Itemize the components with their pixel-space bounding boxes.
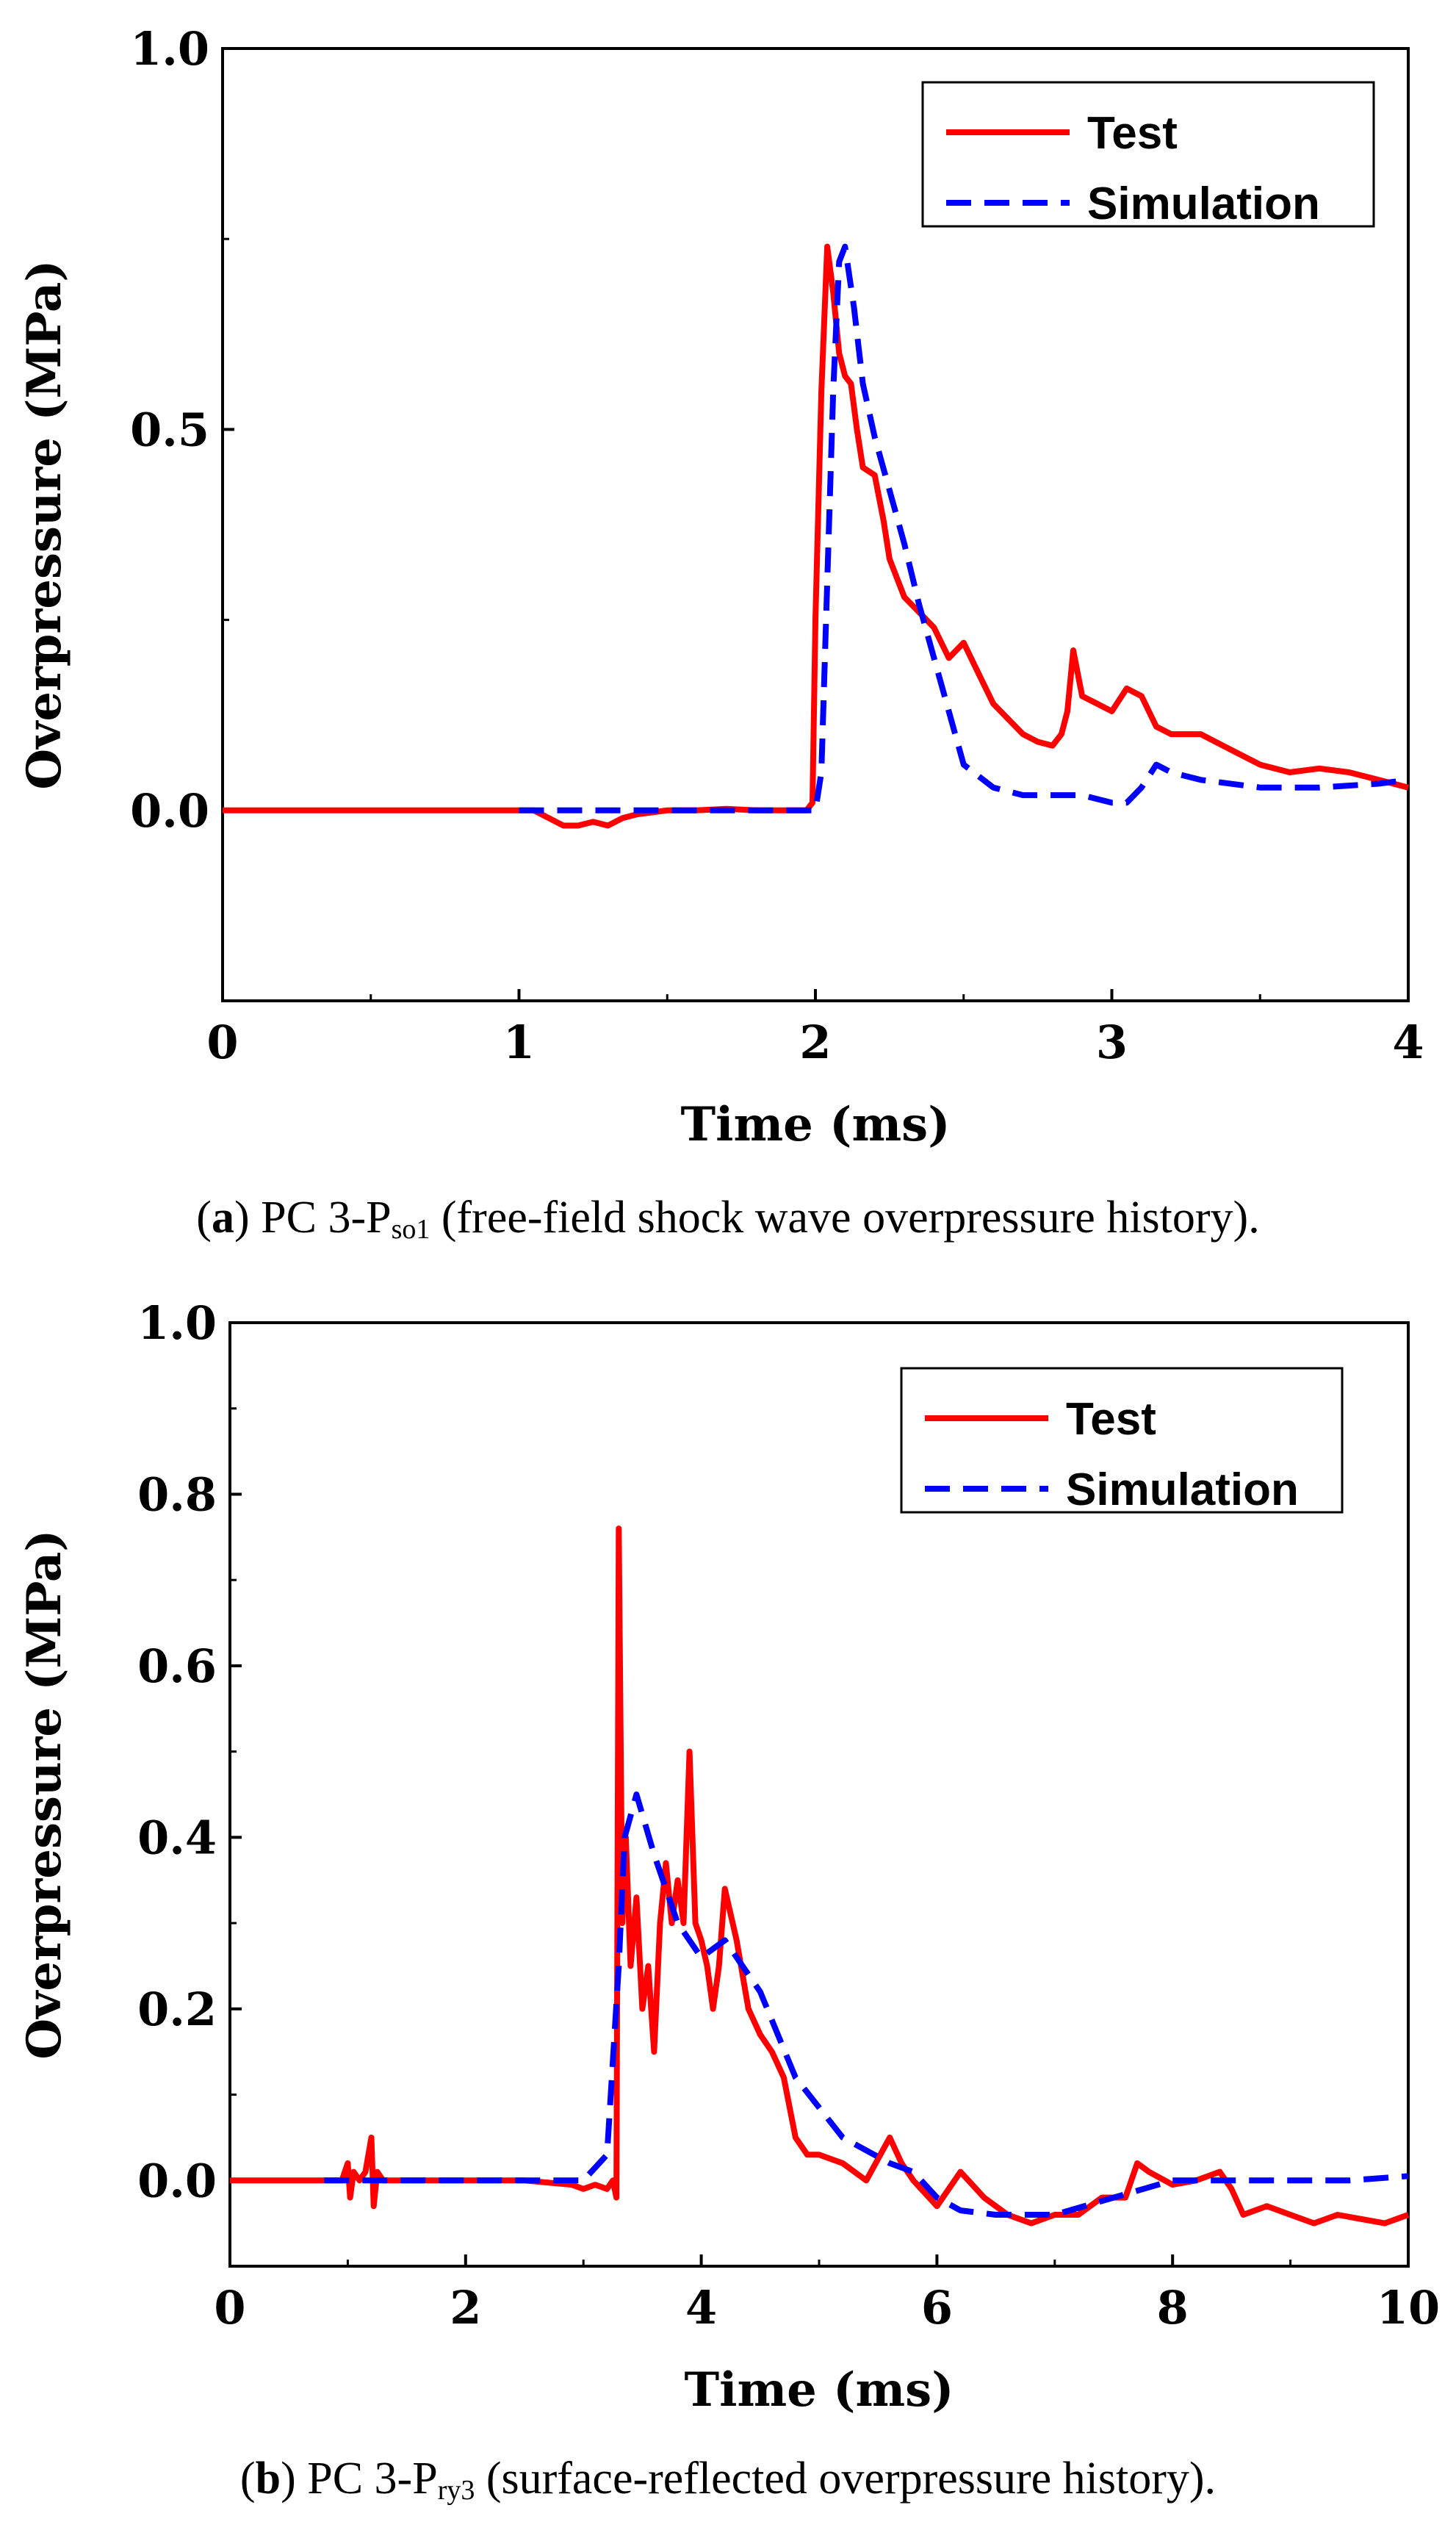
x-tick-label: 1 (503, 1016, 535, 1069)
chart-a-svg: 0 1 2 3 4 0.0 0.5 1.0 Time (ms) Overpressure (MPa… (17, 22, 1424, 1152)
legend-label-test: Test (1066, 1394, 1156, 1445)
x-tick-label: 8 (1157, 2281, 1189, 2335)
x-tick-label: 4 (685, 2281, 717, 2335)
series-line-test (223, 243, 1409, 829)
caption-a-prefix: PC 3-P (261, 1193, 392, 1243)
y-tick-label: 0.8 (137, 1467, 217, 1521)
x-tick-label: 3 (1096, 1016, 1128, 1069)
y-tick-label: 0.5 (130, 403, 209, 456)
series-line-test (230, 1525, 1410, 2227)
caption-b-suffix: (surface-reflected overpressure history)… (475, 2454, 1217, 2504)
caption-b-subscript: ry3 (437, 2475, 475, 2506)
x-tick-label: 6 (921, 2281, 953, 2335)
caption-a-suffix: (free-field shock wave overpressure hist… (430, 1193, 1260, 1243)
caption-b-letter: b (255, 2454, 281, 2504)
y-axis-title: Overpressure (MPa) (17, 259, 72, 789)
y-tick-label: 1.0 (130, 22, 209, 76)
x-tick-label: 0 (206, 1016, 238, 1069)
chart-panel-b: 0 2 4 6 8 10 0.0 0.2 0.4 0.6 0.8 1.0 Time (ms) Overpr… (0, 1264, 1456, 2530)
y-tick-label: 1.0 (137, 1296, 217, 1350)
caption-a: (a) PC 3-Pso1 (free-field shock wave ove… (196, 1193, 1260, 1245)
y-axis-title: Overpressure (MPa) (17, 1529, 72, 2059)
x-axis-title: Time (ms) (685, 2362, 954, 2418)
legend-label-simulation: Simulation (1087, 179, 1320, 229)
series-line-simulation (519, 243, 1409, 813)
chart-b-svg: 0 2 4 6 8 10 0.0 0.2 0.4 0.6 0.8 1.0 Time (ms) Overpr… (17, 1296, 1440, 2418)
y-tick-label: 0.6 (137, 1639, 217, 1693)
y-tick-label: 0.0 (130, 784, 209, 838)
x-tick-label: 0 (214, 2281, 245, 2335)
x-axis-title: Time (ms) (681, 1097, 951, 1152)
caption-a-subscript: so1 (391, 1214, 430, 1245)
chart-panel-a: 0 1 2 3 4 0.0 0.5 1.0 Time (ms) Overpressure (MPa… (0, 0, 1456, 1264)
x-tick-label: 2 (450, 2281, 481, 2335)
x-tick-label: 2 (799, 1016, 831, 1069)
legend-label-test: Test (1087, 108, 1178, 159)
legend-label-simulation: Simulation (1066, 1465, 1299, 1515)
x-tick-label: 10 (1377, 2281, 1440, 2335)
series-line-simulation (324, 1792, 1409, 2218)
caption-a-letter: a (211, 1193, 234, 1243)
x-tick-label: 4 (1392, 1016, 1424, 1069)
caption-b: (b) PC 3-Pry3 (surface-reflected overpre… (239, 2454, 1217, 2506)
y-tick-label: 0.2 (137, 1983, 217, 2036)
y-tick-label: 0.0 (137, 2154, 217, 2207)
y-tick-label: 0.4 (137, 1811, 217, 1864)
caption-b-prefix: PC 3-P (307, 2454, 438, 2504)
